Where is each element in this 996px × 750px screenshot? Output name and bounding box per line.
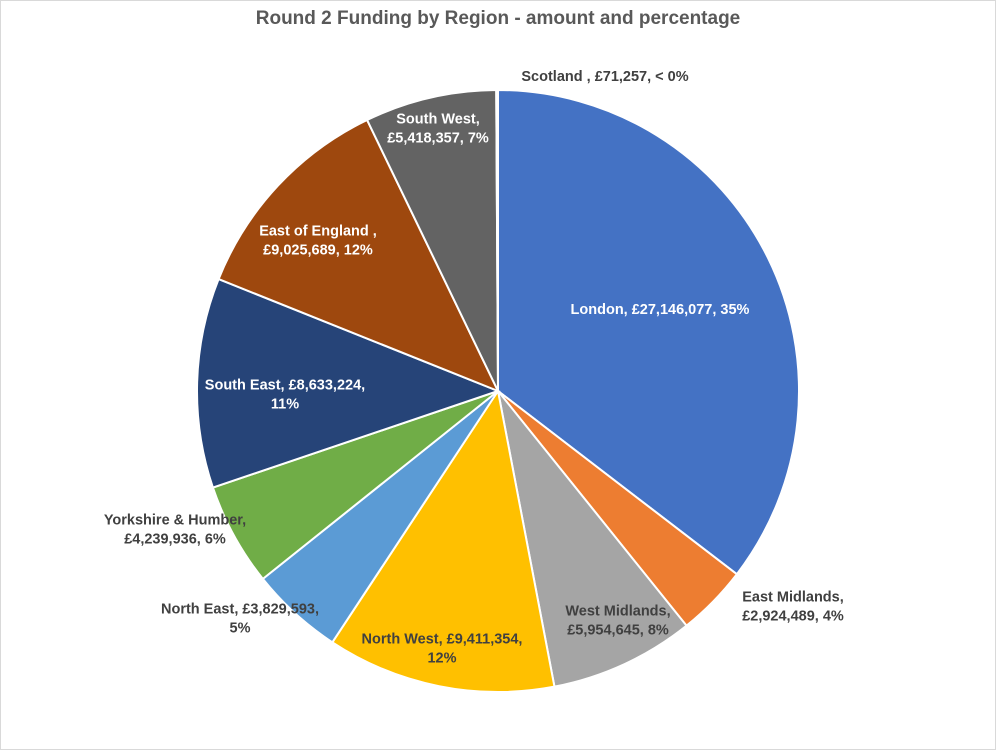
data-label-london: London, £27,146,077, 35% [571, 302, 750, 318]
data-label-yorkshire-humber: Yorkshire & Humber, £4,239,936, 6% [104, 513, 246, 548]
pie-slice-scotland [495, 88, 499, 392]
data-label-south-west: South West, £5,418,357, 7% [387, 112, 489, 147]
pie-slice-west-midlands [497, 390, 688, 688]
data-label-north-east: North East, £3,829,593, 5% [161, 602, 319, 637]
data-label-east-of-england: East of England , £9,025,689, 12% [259, 224, 377, 259]
data-label-south-east: South East, £8,633,224, 11% [205, 378, 365, 413]
pie-slice-east-of-england [217, 118, 501, 393]
data-label-west-midlands: West Midlands, £5,954,645, 8% [565, 604, 670, 639]
pie-slice-london [497, 88, 800, 576]
chart-title: Round 2 Funding by Region - amount and p… [255, 8, 741, 29]
data-label-north-west: North West, £9,411,354, 12% [362, 632, 523, 667]
data-label-scotland: Scotland , £71,257, < 0% [521, 69, 688, 85]
pie-slice-south-east [196, 277, 501, 489]
data-label-east-midlands: East Midlands, £2,924,489, 4% [742, 590, 844, 625]
pie-slice-south-west [365, 89, 499, 392]
pie-slice-north-west [330, 388, 556, 693]
